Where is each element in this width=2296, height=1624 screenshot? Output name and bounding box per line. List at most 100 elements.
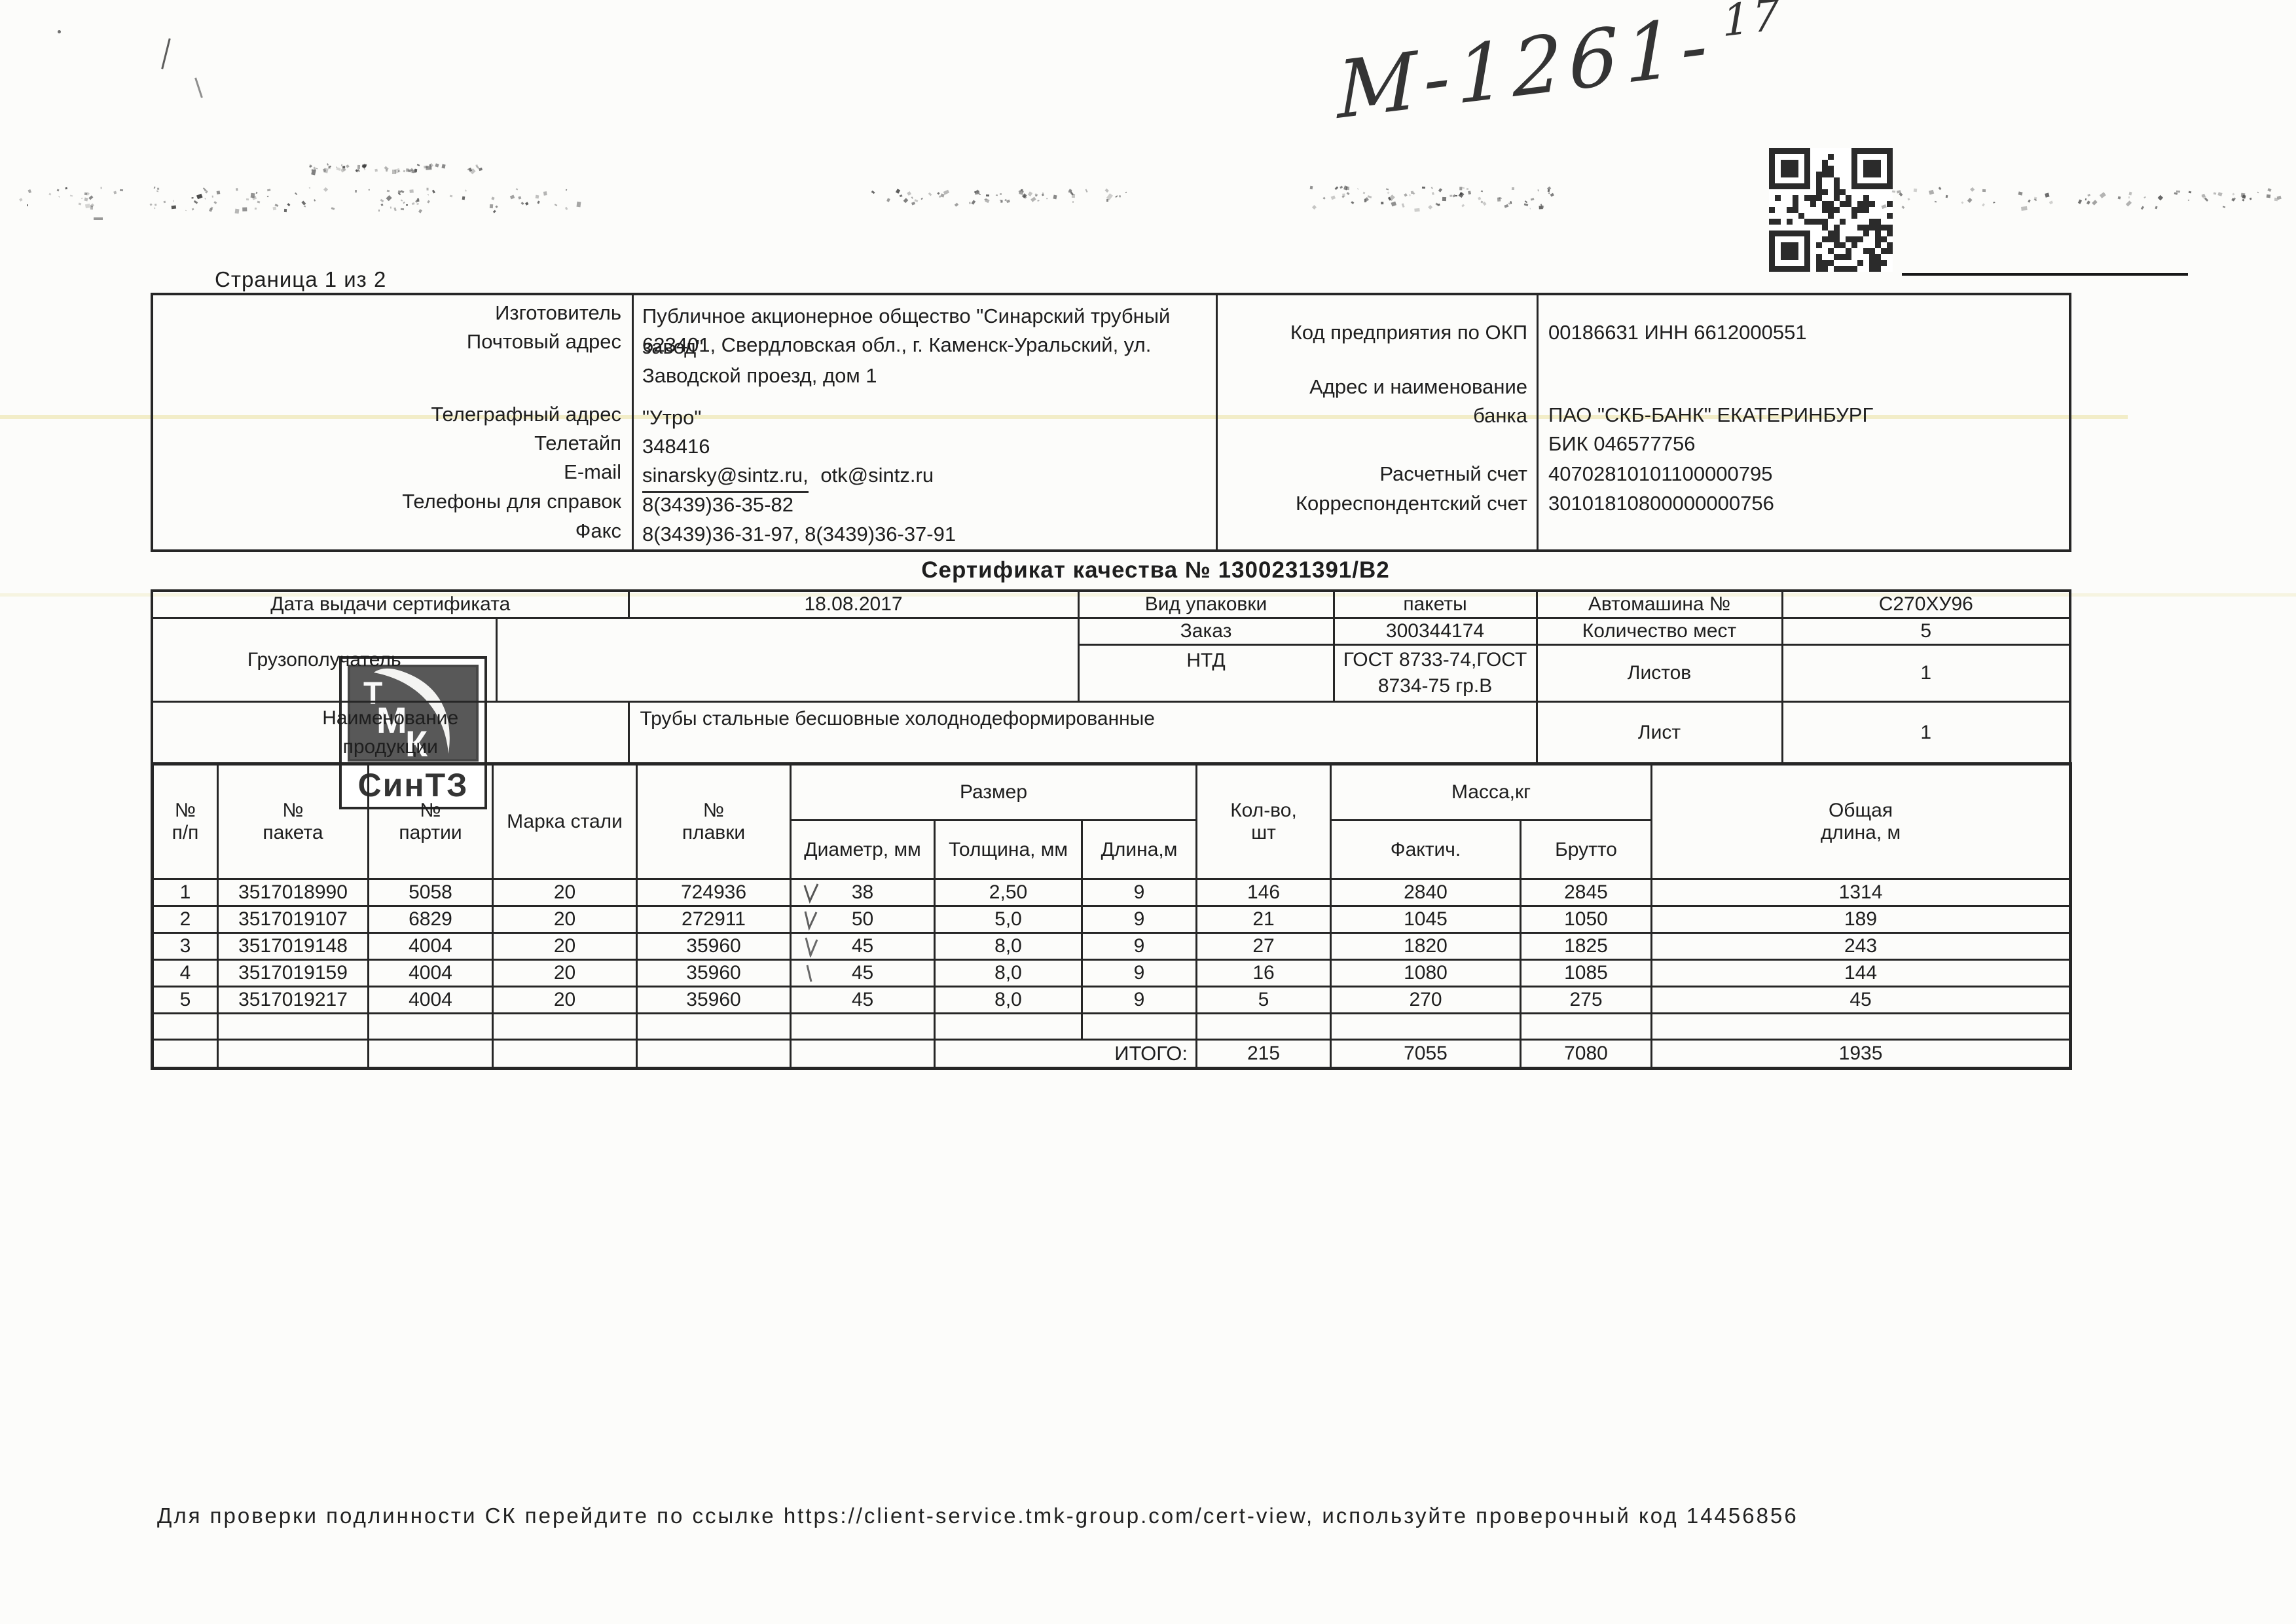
email-secondary: otk@sintz.ru: [820, 464, 934, 487]
table-cell: 3517019217: [217, 986, 369, 1014]
col-header-thickness: Толщина, мм: [934, 819, 1083, 880]
places-value-cell: 5: [1781, 617, 2071, 646]
col-header-length: Длина,м: [1081, 819, 1197, 880]
table-cell: 2845: [1519, 878, 1653, 907]
sheets-label-cell: Листов: [1535, 644, 1783, 703]
table-cell: 16: [1195, 959, 1332, 987]
diameter-value: 45: [851, 935, 874, 957]
table-cell: 35960: [636, 959, 792, 987]
table-cell: 1085: [1519, 959, 1653, 987]
table-cell: 4004: [367, 986, 494, 1014]
ink-stroke: [161, 38, 171, 69]
table-cell: 20: [492, 932, 638, 961]
table-cell: 20: [492, 986, 638, 1014]
table-cell: 275: [1519, 986, 1653, 1014]
col-header-heat: № плавки: [636, 763, 792, 880]
sheet-value-cell: 1: [1781, 701, 2071, 766]
table-cell: 5: [151, 986, 219, 1014]
table-cell: 144: [1650, 959, 2072, 987]
product-name-label-cell: Наименование продукции: [151, 701, 630, 766]
table-cell: 38: [790, 878, 936, 907]
table-cell: 6829: [367, 905, 494, 934]
group-header-mass: Масса,кг: [1329, 763, 1653, 821]
table-cell: 5: [1195, 986, 1332, 1014]
totals-row: ИТОГО: 215 7055 7080 1935: [151, 1039, 2072, 1069]
certificate-title: Сертификат качества № 1300231391/В2: [921, 557, 1390, 583]
table-cell: 1050: [1519, 905, 1653, 934]
table-cell: 21: [1195, 905, 1332, 934]
handwritten-note: М-1261- 17: [1336, 0, 1783, 137]
table-cell: 50: [790, 905, 936, 934]
checkmark-icon: [806, 965, 812, 982]
table-row: 4 3517019159 4004 20 35960 45 8,0 9 16 1…: [151, 959, 2072, 987]
maker-value: Публичное акционерное общество "Синарски…: [642, 304, 1171, 358]
packaging-label-cell: Вид упаковки: [1077, 589, 1335, 619]
table-cell: 146: [1195, 878, 1332, 907]
table-cell: 270: [1330, 986, 1522, 1014]
totals-length-cell: 1935: [1650, 1039, 2072, 1069]
okp-value: 00186631 ИНН 6612000551: [1548, 321, 1807, 344]
table-cell: 3517019159: [217, 959, 369, 987]
corr-account-label: Корреспондентский счет: [1296, 492, 1527, 515]
places-label-cell: Количество мест: [1535, 617, 1783, 646]
table-cell: [151, 1039, 219, 1069]
bank-value: ПАО "СКБ-БАНК" ЕКАТЕРИНБУРГ БИК 04657775…: [1548, 403, 1874, 455]
checkmark-icon: [805, 937, 818, 957]
table-cell: 1314: [1650, 878, 2072, 907]
manufacturer-info-box: Т М К СинТЗ Изготовитель Публичное акцио…: [151, 293, 2071, 809]
totals-label-cell: ИТОГО:: [934, 1039, 1197, 1069]
sheet-label-cell: Лист: [1535, 701, 1783, 766]
header-row: Диаметр, мм Толщина, мм Длина,м Фактич. …: [153, 819, 2071, 880]
table-cell: 3517019107: [217, 905, 369, 934]
table-cell: [790, 1039, 936, 1069]
col-header-gross: Брутто: [1519, 819, 1653, 880]
corr-account-value: 30101810800000000756: [1548, 492, 1774, 515]
table-cell: [492, 1039, 638, 1069]
table-cell: 1: [151, 878, 219, 907]
table-cell: 27: [1195, 932, 1332, 961]
table-cell: 272911: [636, 905, 792, 934]
table-cell: 20: [492, 878, 638, 907]
checkmark-icon: [804, 911, 818, 931]
table-cell: 243: [1650, 932, 2072, 961]
table-cell: [1195, 1012, 1332, 1041]
col-header-fact: Фактич.: [1330, 819, 1522, 880]
totals-qty-cell: 215: [1195, 1039, 1332, 1069]
table-cell: [934, 1012, 1083, 1041]
table-cell: 1080: [1330, 959, 1522, 987]
table-cell: 1045: [1330, 905, 1522, 934]
empty-row: [151, 1012, 2072, 1041]
table-cell: 9: [1081, 932, 1197, 961]
checkmark-icon: [803, 883, 819, 904]
telegraph-value: "Утро": [642, 406, 702, 429]
col-header-diameter: Диаметр, мм: [790, 819, 936, 880]
table-cell: [1081, 1012, 1197, 1041]
table-cell: [1519, 1012, 1653, 1041]
table-cell: 1820: [1330, 932, 1522, 961]
col-header-num: № п/п: [151, 763, 219, 880]
table-cell: [492, 1012, 638, 1041]
account-label: Расчетный счет: [1379, 462, 1527, 485]
table-cell: 8,0: [934, 959, 1083, 987]
group-header-size: Размер: [790, 763, 1197, 821]
table-row: 3 3517019148 4004 20 35960 45 8,0 9 27 1…: [151, 932, 2072, 961]
col-header-packet: № пакета: [217, 763, 369, 880]
table-cell: 1825: [1519, 932, 1653, 961]
table-cell: [217, 1012, 369, 1041]
table-cell: 2,50: [934, 878, 1083, 907]
scan-line-artifact: [1902, 273, 2188, 276]
table-cell: 3517019148: [217, 932, 369, 961]
divider: [632, 295, 634, 549]
teletype-label: Телетайп: [534, 432, 621, 454]
table-cell: 20: [492, 905, 638, 934]
col-header-qty: Кол-во, шт: [1195, 763, 1332, 880]
table-cell: [217, 1039, 369, 1069]
consignee-label-cell: Грузополучатель: [151, 617, 498, 703]
table-cell: 35960: [636, 986, 792, 1014]
table-cell: 4: [151, 959, 219, 987]
totals-fact-cell: 7055: [1330, 1039, 1522, 1069]
verification-note: Для проверки подлинности СК перейдите по…: [157, 1504, 1798, 1528]
ntd-value-cell: ГОСТ 8733-74,ГОСТ 8734-75 гр.В: [1332, 644, 1538, 703]
table-cell: [151, 1012, 219, 1041]
table-cell: 9: [1081, 959, 1197, 987]
